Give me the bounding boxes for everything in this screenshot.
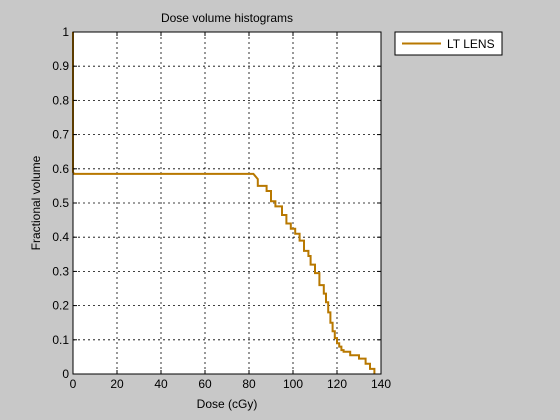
y-axis-label: Fractional volume [29,155,43,250]
y-tick-label: 0.1 [52,333,69,347]
chart-title: Dose volume histograms [161,11,293,25]
series-layer [72,32,376,374]
x-tick-label: 20 [110,377,124,391]
y-tick-label: 0.2 [52,299,69,313]
y-tick-label: 0.6 [52,162,69,176]
x-tick-label: 60 [198,377,212,391]
x-tick-label: 40 [154,377,168,391]
x-tick-label: 100 [283,377,303,391]
y-tick-label: 0.3 [52,264,69,278]
y-tick-label: 0.8 [52,93,69,107]
legend-label: LT LENS [447,37,495,51]
x-tick-label: 0 [70,377,77,391]
grid [73,32,381,374]
x-tick-label: 120 [327,377,347,391]
y-tick-label: 0.7 [52,128,69,142]
y-tick-label: 0.5 [52,196,69,210]
y-tick-label: 0.4 [52,230,69,244]
y-tick-label: 0 [62,367,69,381]
x-tick-label: 140 [371,377,391,391]
y-tick-label: 1 [62,25,69,39]
y-tick-label: 0.9 [52,59,69,73]
legend: LT LENS [394,31,503,56]
x-tick-label: 80 [242,377,256,391]
tick-layer: 0 20 40 60 80 100 120 140 0 0.1 0.2 0.3 0.4 0.5 0.6 0.7… [52,25,391,391]
series-line-lt-lens [72,32,376,374]
x-axis-label: Dose (cGy) [197,397,258,411]
legend-box [394,31,503,56]
